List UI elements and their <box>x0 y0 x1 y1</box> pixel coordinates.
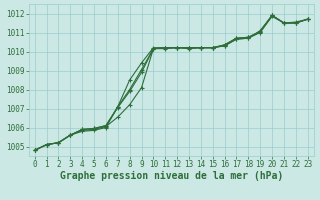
X-axis label: Graphe pression niveau de la mer (hPa): Graphe pression niveau de la mer (hPa) <box>60 171 283 181</box>
